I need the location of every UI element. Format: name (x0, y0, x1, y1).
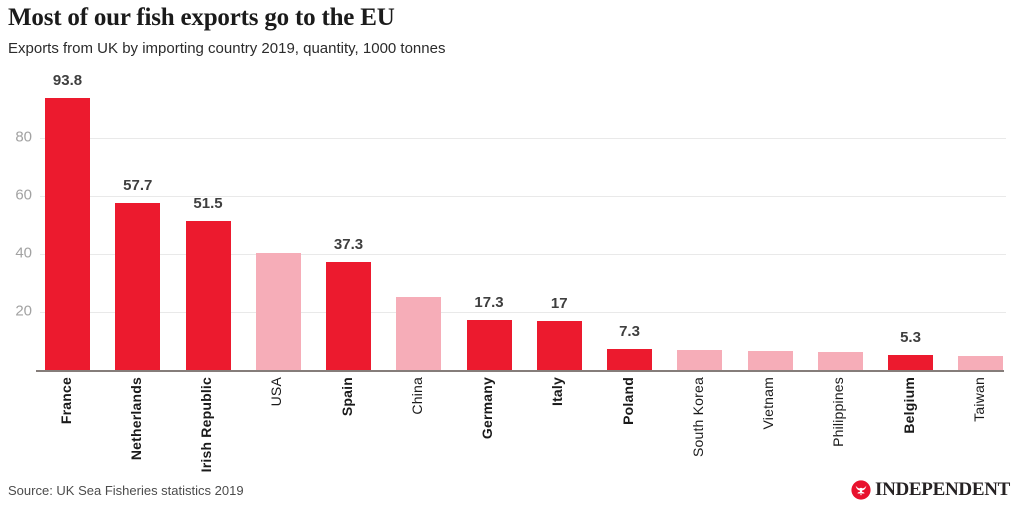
bar-netherlands (115, 202, 161, 370)
brand-logo: INDEPENDENT (851, 479, 1010, 501)
gridline (40, 312, 1006, 313)
gridline (40, 138, 1006, 139)
bar-italy (536, 320, 582, 370)
gridline (40, 254, 1006, 255)
bar-poland (607, 348, 652, 370)
x-axis-baseline (36, 370, 1004, 372)
bar-value-label: 57.7 (123, 176, 153, 194)
bar-belgium (888, 354, 933, 370)
independent-eagle-icon (851, 480, 871, 500)
bar-value-label: 93.8 (52, 71, 83, 89)
y-tick-label: 80 (15, 128, 32, 146)
y-tick-label: 40 (15, 244, 32, 262)
y-tick-label: 20 (15, 302, 32, 320)
bar-category-label: Netherlands (127, 377, 144, 461)
gridline (40, 196, 1006, 197)
bar-category-label: South Korea (689, 377, 706, 458)
chart-title: Most of our fish exports go to the EU (8, 4, 395, 31)
bar-france (45, 97, 90, 370)
bar-taiwan (958, 355, 1004, 370)
bar-usa (255, 253, 301, 370)
bar-value-label: 37.3 (333, 235, 364, 253)
chart-subtitle: Exports from UK by importing country 201… (8, 40, 446, 57)
bar-category-label: Taiwan (970, 377, 987, 422)
bar-category-label: USA (268, 377, 285, 407)
bar-category-label: Belgium (900, 377, 917, 434)
bar-category-label: Italy (549, 377, 566, 407)
bar-value-label: 17.3 (474, 293, 504, 311)
bar-category-label: Philippines (830, 377, 847, 447)
bar-irish-republic (185, 220, 231, 370)
y-tick-label: 60 (15, 186, 32, 204)
bar-vietnam (747, 351, 793, 370)
bar-spain (326, 261, 371, 370)
bar-philippines (817, 352, 863, 370)
bar-category-label: Poland (619, 377, 636, 425)
bar-value-label: 7.3 (619, 322, 640, 340)
bar-value-label: 5.3 (900, 328, 921, 346)
bar-germany (466, 319, 512, 370)
bar-category-label: China (408, 377, 425, 415)
bar-category-label: France (57, 377, 74, 425)
bar-category-label: Irish Republic (198, 377, 214, 473)
bar-value-label: 17 (550, 294, 568, 312)
bar-south-korea (677, 349, 723, 370)
bar-category-label: Spain (338, 377, 355, 417)
brand-wordmark: INDEPENDENT (875, 479, 1010, 500)
bar-value-label: 51.5 (193, 194, 223, 212)
bar-category-label: Germany (479, 377, 495, 440)
source-note: Source: UK Sea Fisheries statistics 2019 (8, 483, 244, 498)
bar-category-label: Vietnam (760, 377, 776, 430)
bar-china (396, 296, 442, 370)
